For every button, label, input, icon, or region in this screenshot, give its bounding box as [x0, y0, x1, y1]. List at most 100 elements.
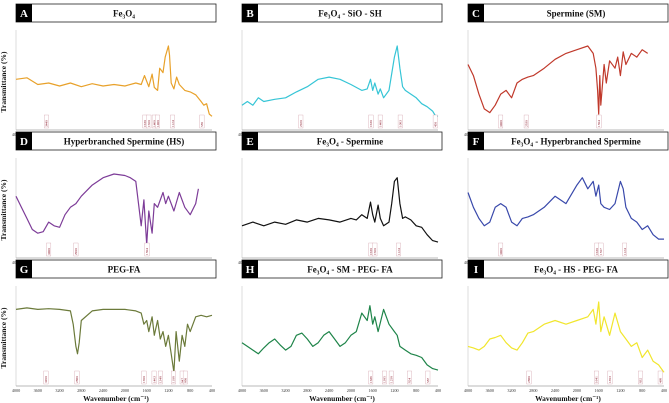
peak-label: 1258 [389, 376, 393, 383]
spectrum-line [467, 177, 664, 240]
x-tick-label: 4000 [238, 388, 246, 393]
panel-title: Spermine (SM) [547, 9, 606, 19]
peak-label-box [146, 114, 152, 129]
peak-label: 1385 [383, 376, 387, 383]
spectrum-line [467, 45, 649, 115]
panel-letter: G [20, 264, 29, 276]
peak-label: 1463 [152, 376, 156, 383]
peak-label: 2930 [524, 120, 528, 127]
peak-label: 1557 [599, 248, 603, 255]
panel-title: Fe₃O₄ - Spermine [317, 137, 383, 147]
peak-label-box [44, 114, 49, 129]
x-tick-label: 2400 [551, 388, 559, 393]
peak-label-box [158, 370, 163, 385]
peak-label-box [607, 370, 613, 385]
peak-label-box [498, 114, 504, 129]
y-axis-label: Transmittance (%) [0, 51, 8, 112]
spectrum-line [467, 301, 665, 373]
panel-letter: F [473, 136, 480, 148]
x-tick-label: 2800 [529, 388, 537, 393]
panel-letter: C [472, 8, 480, 20]
peak-label-box [388, 370, 394, 385]
peak-label-box [432, 114, 438, 129]
peak-label: 1093 [398, 120, 402, 127]
peak-label-box [598, 242, 604, 257]
spectrum-line [241, 177, 439, 243]
peak-label: 924 [408, 378, 412, 383]
x-tick-label: 1200 [616, 388, 624, 393]
peak-label: 1594 [145, 248, 149, 255]
peak-label: 1630 [595, 248, 599, 255]
peak-label-box [382, 370, 387, 385]
peak-label: 585 [200, 122, 204, 127]
x-tick-label: 3600 [486, 388, 494, 393]
peak-label: 3440 [45, 120, 49, 127]
peak-label: 1124 [397, 248, 401, 255]
spectrum-line [241, 305, 439, 371]
x-axis-label: Wavenumber (cm⁻¹) [309, 394, 375, 403]
peak-label: 3400 [499, 248, 503, 255]
peak-label: 947 [180, 378, 184, 383]
peak-label-box [182, 370, 188, 385]
x-tick-label: 800 [187, 388, 193, 393]
peak-label-box [526, 370, 532, 385]
peak-label-box [74, 370, 80, 385]
panel-a: AFe₃O₄4000360032002800240020001600120080… [0, 3, 217, 147]
peak-label: 3400 [499, 120, 503, 127]
x-tick-label: 800 [413, 388, 419, 393]
panel-letter-box [468, 132, 484, 150]
peak-label: 1348 [159, 376, 163, 383]
peak-label: 1560 [147, 120, 151, 127]
panel-g: G PEG-FA 4000 3600 3200 2800 2400 2000 1600 1200 8… [0, 259, 217, 403]
peak-label: 1400 [156, 120, 160, 127]
peak-label-box [523, 114, 529, 129]
peak-label-box [73, 242, 79, 257]
panel-letter-box [242, 260, 258, 278]
peak-label-box [407, 370, 412, 385]
y-axis-label: Transmittance (%) [0, 179, 8, 240]
peak-label-box [425, 370, 431, 385]
x-tick-label: 2000 [347, 388, 355, 393]
peak-label: 1124 [171, 120, 175, 127]
panel-letter: A [20, 8, 28, 20]
x-tick-label: 3200 [507, 388, 515, 393]
peak-label: 3400 [47, 248, 51, 255]
panel-title: Fe₃O₄ - SM - PEG- FA [307, 265, 393, 275]
x-tick-label: 2000 [573, 388, 581, 393]
peak-label-box [372, 242, 378, 257]
peak-label-box [396, 242, 401, 257]
panel-letter-box [16, 132, 32, 150]
panel-letter: I [474, 264, 478, 276]
peak-label: 1650 [142, 376, 146, 383]
x-tick-label: 3600 [34, 388, 42, 393]
panel-letter-box [16, 260, 32, 278]
x-tick-label: 2400 [325, 388, 333, 393]
peak-label: 1594 [597, 120, 601, 127]
peak-label-box [638, 370, 643, 385]
x-tick-label: 1200 [390, 388, 398, 393]
peak-label: 1630 [369, 248, 373, 255]
peak-label: 469 [658, 378, 662, 383]
peak-label-box [170, 114, 175, 129]
spectrum-line [241, 45, 439, 117]
peak-label: 1630 [143, 120, 147, 127]
panel-letter: E [246, 136, 253, 148]
x-tick-label: 400 [661, 388, 667, 393]
x-tick-label: 1600 [368, 388, 376, 393]
spectrum-line [15, 307, 213, 373]
peak-label: 1124 [623, 248, 627, 255]
peak-label: 1108 [172, 376, 176, 383]
x-tick-label: 2000 [121, 388, 129, 393]
panel-letter-box [242, 4, 258, 22]
peak-label-box [368, 370, 374, 385]
peak-label: 1393 [608, 376, 612, 383]
x-axis-label: Wavenumber (cm⁻¹) [535, 394, 601, 403]
x-tick-label: 3200 [281, 388, 289, 393]
peak-label-box [151, 370, 157, 385]
x-tick-label: 400 [209, 388, 215, 393]
peak-label: 890 [184, 378, 188, 383]
